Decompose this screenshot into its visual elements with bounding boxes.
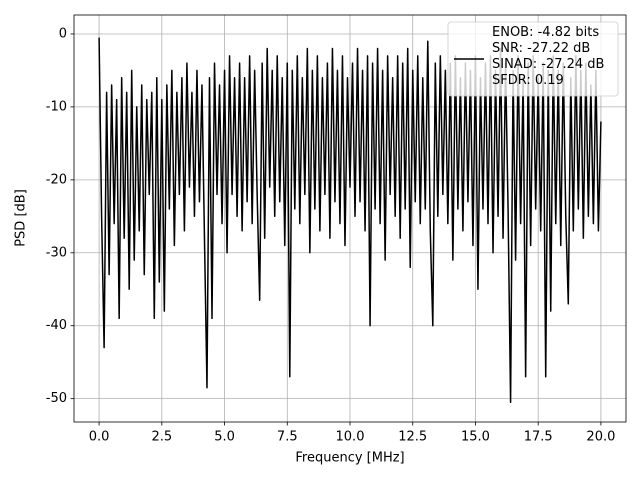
- y-tick-label: -10: [46, 99, 67, 114]
- y-tick-label: -40: [46, 318, 67, 333]
- y-tick-label: -30: [46, 245, 67, 260]
- plot-frame: [73, 14, 627, 423]
- x-tick-label: 20.0: [586, 430, 615, 445]
- y-tick-label: -20: [46, 172, 67, 187]
- x-tick-label: 15.0: [461, 430, 490, 445]
- x-tick-label: 5.0: [214, 430, 235, 445]
- x-tick-label: 0.0: [89, 430, 110, 445]
- x-tick-label: 7.5: [277, 430, 298, 445]
- x-tick-label: 12.5: [398, 430, 427, 445]
- x-tick-label: 17.5: [524, 430, 553, 445]
- y-tick-label: 0: [59, 26, 67, 41]
- legend-box: [447, 21, 619, 97]
- x-axis-label: Frequency [MHz]: [295, 451, 404, 466]
- data-line: [98, 37, 602, 404]
- legend-label: ENOB: -4.82 bits SNR: -27.22 dB SINAD: -…: [492, 25, 605, 88]
- y-axis-label: PSD [dB]: [14, 189, 29, 247]
- x-tick-label: 10.0: [336, 430, 365, 445]
- y-tick-label: -50: [46, 391, 67, 406]
- x-tick-label: 2.5: [151, 430, 172, 445]
